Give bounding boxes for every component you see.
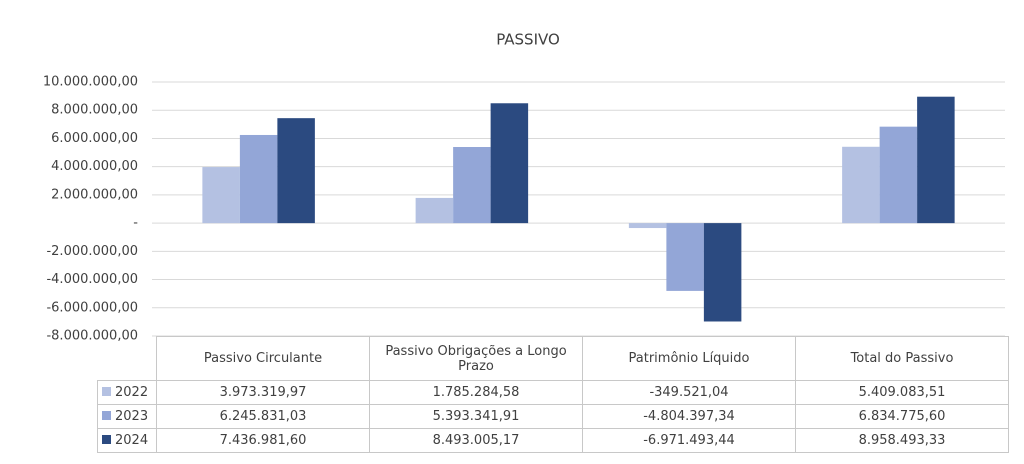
value-cell: -349.521,04 [582, 380, 796, 405]
y-tick-label: -2.000.000,00 [46, 244, 138, 259]
y-tick-label: 4.000.000,00 [51, 159, 138, 174]
bar [628, 223, 667, 229]
value-cell: 6.834.775,60 [795, 404, 1009, 429]
value-cell: -6.971.493,44 [582, 428, 796, 453]
bar [666, 223, 704, 291]
bar [703, 223, 742, 322]
value-cell: 1.785.284,58 [369, 380, 583, 405]
value-cell: 3.973.319,97 [156, 380, 370, 405]
y-tick-label: - [133, 216, 138, 231]
category-label: Total do Passivo [795, 336, 1009, 381]
legend-swatch [102, 411, 111, 420]
legend-cell: 2023 [97, 404, 157, 429]
y-tick-label: 2.000.000,00 [51, 187, 138, 202]
bar [415, 197, 454, 224]
value-cell: 5.393.341,91 [369, 404, 583, 429]
legend-label: 2023 [115, 409, 149, 424]
y-tick-label: 6.000.000,00 [51, 131, 138, 146]
value-cell: -4.804.397,34 [582, 404, 796, 429]
table-corner [97, 336, 157, 381]
legend-swatch [102, 387, 111, 396]
table-row: 2022 3.973.319,97 1.785.284,58 -349.521,04 5… [97, 380, 1009, 405]
bar [453, 147, 491, 224]
chart-title: PASSIVO [496, 31, 560, 49]
legend-cell: 2022 [97, 380, 157, 405]
y-tick-label: -6.000.000,00 [46, 300, 138, 315]
bar [202, 167, 240, 224]
bar [490, 103, 529, 224]
legend-label: 2022 [115, 385, 149, 400]
value-cell: 8.493.005,17 [369, 428, 583, 453]
legend-swatch [102, 435, 111, 444]
data-table: Passivo Circulante Passivo Obrigações a L… [97, 336, 1009, 453]
y-tick-label: -4.000.000,00 [46, 272, 138, 287]
legend-label: 2024 [115, 433, 149, 448]
legend-cell: 2024 [97, 428, 157, 453]
value-cell: 8.958.493,33 [795, 428, 1009, 453]
value-cell: 7.436.981,60 [156, 428, 370, 453]
y-tick-label: 10.000.000,00 [43, 75, 138, 90]
table-header-row: Passivo Circulante Passivo Obrigações a L… [97, 336, 1009, 381]
table-row: 2023 6.245.831,03 5.393.341,91 -4.804.397,3… [97, 404, 1009, 429]
category-label: Passivo Circulante [156, 336, 370, 381]
y-tick-label: 8.000.000,00 [51, 103, 138, 118]
value-cell: 5.409.083,51 [795, 380, 1009, 405]
bar [879, 126, 918, 224]
value-cell: 6.245.831,03 [156, 404, 370, 429]
table-row: 2024 7.436.981,60 8.493.005,17 -6.971.493,4… [97, 428, 1009, 453]
bar [239, 134, 278, 224]
bar [842, 146, 880, 224]
bar [917, 96, 955, 224]
category-label: Patrimônio Líquido [582, 336, 796, 381]
bar [277, 118, 315, 224]
category-label: Passivo Obrigações a Longo Prazo [369, 336, 583, 381]
